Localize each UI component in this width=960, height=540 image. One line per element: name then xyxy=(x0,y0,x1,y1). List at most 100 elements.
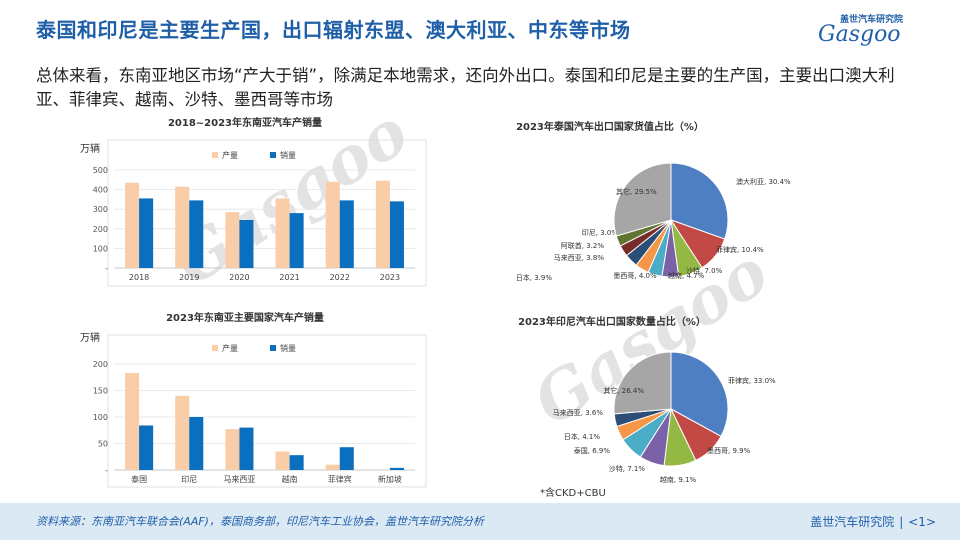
bar xyxy=(389,467,404,470)
x-tick-label: 2018 xyxy=(129,273,149,282)
pie-slice xyxy=(670,351,729,438)
bar xyxy=(125,373,140,470)
slice-label: 菲律宾, 33.0% xyxy=(728,376,776,385)
legend-swatch xyxy=(270,345,276,351)
plot-frame xyxy=(107,334,427,488)
y-unit-label: 万辆 xyxy=(80,142,100,155)
x-tick-label: 越南 xyxy=(282,474,298,484)
x-tick-label: 2023 xyxy=(380,273,400,282)
slice-label: 墨西哥, 9.9% xyxy=(707,447,751,455)
legend-label: 销量 xyxy=(280,150,296,160)
footer-org: 盖世汽车研究院 | <1> xyxy=(810,513,936,530)
bar xyxy=(275,198,290,268)
bar xyxy=(225,212,240,268)
x-tick-label: 2020 xyxy=(229,273,249,282)
slice-label: 澳大利亚, 30.4% xyxy=(736,177,791,186)
y-tick-label: 300 xyxy=(93,205,108,214)
bar xyxy=(325,181,340,268)
bar xyxy=(239,219,254,268)
y-tick-label: 100 xyxy=(93,413,108,422)
legend-label: 产量 xyxy=(222,343,238,353)
summary-text: 总体来看，东南亚地区市场“产大于销”，除满足本地需求，还向外出口。泰国和印尼是主… xyxy=(36,66,895,109)
bar xyxy=(289,213,304,268)
bar xyxy=(375,180,390,268)
slice-label: 其它, 26.4% xyxy=(603,386,644,395)
bar xyxy=(275,451,290,470)
bar xyxy=(189,200,204,268)
slice-label: 墨西哥, 4.0% xyxy=(613,272,657,280)
bar xyxy=(175,186,190,268)
slice-label: 印尼, 3.0% xyxy=(582,229,619,237)
slice-label: 日本, 4.1% xyxy=(564,432,601,441)
slice-label: 泰国, 6.9% xyxy=(574,446,611,455)
y-unit-label: 万辆 xyxy=(80,331,100,344)
pie-chart-indonesia: 2023年印尼汽车出口国家数量占比（%） 菲律宾, 33.0% 墨西哥, 9.9% 越… xyxy=(518,315,776,484)
pie-chart-thailand: 2023年泰国汽车出口国家货值占比（%） 澳大利亚, 30.4% 菲律宾, 10.4… xyxy=(516,120,791,282)
x-tick-label: 2022 xyxy=(330,273,350,282)
logo-en-text: Gasgoo xyxy=(818,22,901,47)
bar xyxy=(325,464,340,470)
slice-label: 阿联酋, 3.2% xyxy=(561,241,605,250)
bar xyxy=(339,200,354,268)
x-tick-label: 马来西亚 xyxy=(223,475,255,484)
x-tick-label: 2019 xyxy=(179,273,199,282)
slice-label: 越南, 9.1% xyxy=(660,475,697,484)
bar xyxy=(189,417,204,470)
bar xyxy=(125,182,140,268)
org-name: 盖世汽车研究院 xyxy=(810,515,895,529)
footer-bar xyxy=(0,503,960,540)
bar xyxy=(225,429,240,470)
bar xyxy=(139,425,154,470)
chart-note: *含CKD+CBU xyxy=(540,488,606,499)
y-tick-label: - xyxy=(105,466,108,475)
legend-swatch xyxy=(212,152,218,158)
bar xyxy=(139,198,154,268)
slice-label: 日本, 3.9% xyxy=(516,273,553,282)
bar xyxy=(175,395,190,470)
bar xyxy=(239,427,254,470)
bar xyxy=(339,447,354,470)
y-tick-label: 500 xyxy=(93,166,108,175)
bar xyxy=(389,201,404,268)
y-tick-label: 200 xyxy=(93,225,108,234)
pie-slice xyxy=(613,351,672,415)
slice-label: 越南, 4.7% xyxy=(668,271,705,280)
y-tick-label: 400 xyxy=(93,186,108,195)
y-tick-label: 150 xyxy=(93,387,108,396)
x-tick-label: 印尼 xyxy=(181,475,197,484)
slice-label: 沙特, 7.1% xyxy=(609,464,646,473)
chart-title: 2023年泰国汽车出口国家货值占比（%） xyxy=(516,120,704,133)
gasgoo-logo: 盖世汽车研究院 Gasgoo xyxy=(808,10,938,50)
page-number: <1> xyxy=(908,515,936,529)
logo-cn-text: 盖世汽车研究院 xyxy=(840,15,904,25)
footer-source: 资料来源：东南亚汽车联合会(AAF)，泰国商务部，印尼汽车工业协会，盖世汽车研究… xyxy=(36,515,484,528)
x-tick-label: 菲律宾 xyxy=(328,474,352,484)
slice-label: 沙特, 7.0% xyxy=(686,266,723,275)
separator: | xyxy=(899,515,904,529)
slice-label: 菲律宾, 10.4% xyxy=(716,245,764,254)
page-title: 泰国和印尼是主要生产国，出口辐射东盟、澳大利亚、中东等市场 xyxy=(36,18,631,42)
slice-label: 马来西亚, 3.8% xyxy=(554,254,605,262)
plot-frame xyxy=(107,139,427,287)
pie-slice xyxy=(670,162,729,240)
legend-label: 销量 xyxy=(280,343,296,353)
y-tick-label: 200 xyxy=(93,360,108,369)
legend-swatch xyxy=(212,345,218,351)
x-tick-label: 泰国 xyxy=(131,474,147,484)
bar xyxy=(289,455,304,470)
chart-title: 2018~2023年东南亚汽车产销量 xyxy=(168,116,322,129)
chart-title: 2023年印尼汽车出口国家数量占比（%） xyxy=(518,315,706,328)
chart-title: 2023年东南亚主要国家汽车产销量 xyxy=(166,311,324,324)
slice-label: 马来西亚, 3.6% xyxy=(553,409,604,417)
legend-label: 产量 xyxy=(222,150,238,160)
y-tick-label: 50 xyxy=(98,440,108,449)
slice-label: 其它, 29.5% xyxy=(616,187,657,196)
y-tick-label: 100 xyxy=(93,244,108,253)
pie-slice xyxy=(613,162,672,237)
x-tick-label: 新加坡 xyxy=(378,474,402,484)
y-tick-label: - xyxy=(105,264,108,273)
x-tick-label: 2021 xyxy=(279,273,299,282)
legend-swatch xyxy=(270,152,276,158)
